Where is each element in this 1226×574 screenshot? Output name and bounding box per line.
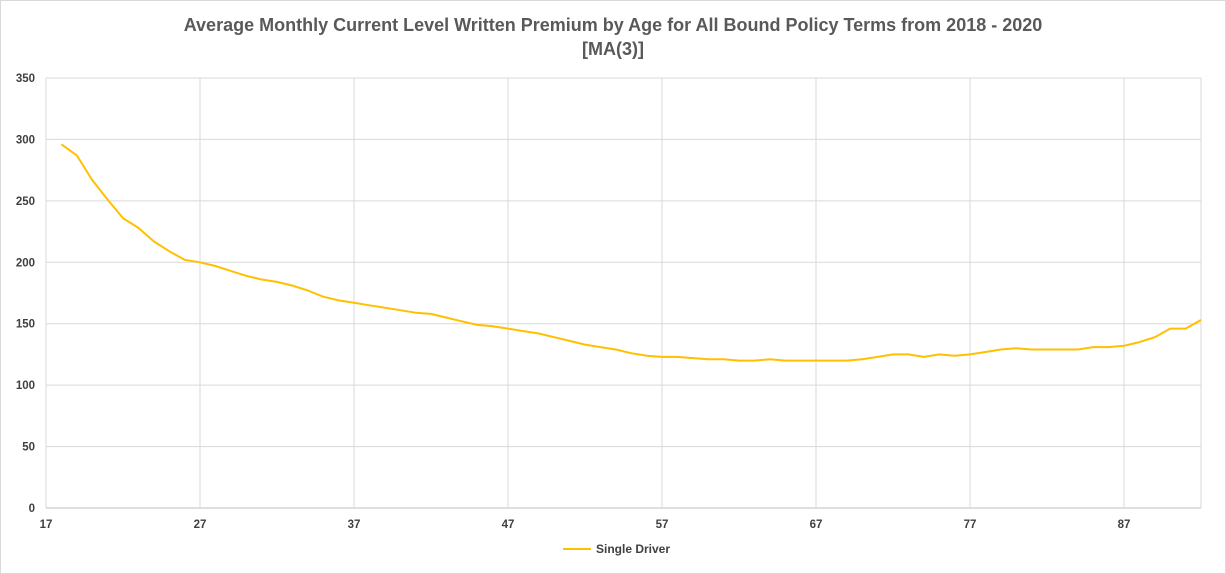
legend: Single Driver xyxy=(563,542,670,556)
chart-title: Average Monthly Current Level Written Pr… xyxy=(1,13,1225,61)
chart-title-line1: Average Monthly Current Level Written Pr… xyxy=(183,15,1043,35)
x-tick-label: 27 xyxy=(194,519,207,531)
y-tick-label: 250 xyxy=(16,196,35,208)
y-tick-label: 350 xyxy=(16,73,35,85)
x-tick-label: 37 xyxy=(348,519,361,531)
y-tick-label: 50 xyxy=(22,442,35,454)
axes: 0 50 100 150 200 250 300 350 17 27 37 47 57 67 77 87 xyxy=(16,73,1131,531)
series-line-single-driver xyxy=(60,143,1202,362)
x-tick-label: 57 xyxy=(656,519,669,531)
y-tick-label: 100 xyxy=(16,380,35,392)
x-tick-label: 87 xyxy=(1118,519,1131,531)
y-tick-label: 200 xyxy=(16,257,35,269)
x-tick-label: 77 xyxy=(964,519,977,531)
chart-subtitle: [MA(3)] xyxy=(582,39,644,59)
x-tick-label: 67 xyxy=(810,519,823,531)
gridlines xyxy=(45,77,1202,509)
x-tick-label: 47 xyxy=(502,519,515,531)
x-tick-label: 17 xyxy=(40,519,53,531)
y-tick-label: 150 xyxy=(16,319,35,331)
legend-label: Single Driver xyxy=(596,542,670,556)
y-tick-label: 300 xyxy=(16,134,35,146)
series-layer xyxy=(60,143,1202,362)
y-tick-label: 0 xyxy=(29,503,35,515)
